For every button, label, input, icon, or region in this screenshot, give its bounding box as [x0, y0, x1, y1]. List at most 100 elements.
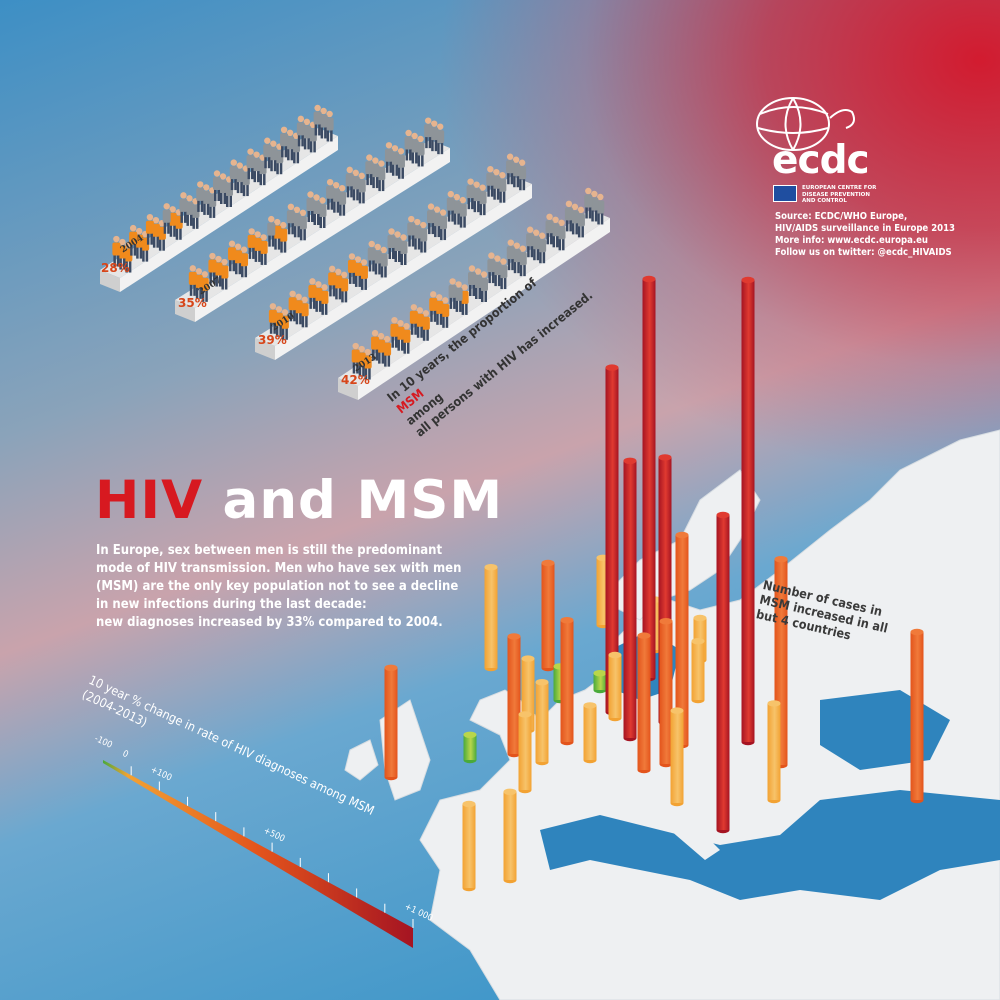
plate-end	[100, 270, 120, 292]
person-msm	[112, 235, 121, 267]
person-other	[506, 239, 515, 271]
person-other	[296, 115, 305, 147]
plate-side	[120, 136, 338, 292]
person-other	[246, 148, 255, 180]
agency-line: AND CONTROL	[802, 198, 847, 204]
plate-side	[195, 148, 450, 322]
person-other	[286, 203, 295, 235]
person-msm	[268, 303, 277, 334]
person-other	[538, 232, 547, 264]
map-bar	[691, 638, 705, 704]
map-bar	[583, 702, 597, 764]
person-other	[196, 181, 205, 212]
person-other	[487, 252, 496, 284]
agency-line: DISEASE PREVENTION	[802, 191, 870, 198]
map-ireland	[344, 739, 379, 781]
person-msm	[145, 213, 154, 245]
person-msm	[135, 227, 144, 259]
person-other	[427, 203, 436, 235]
map-bar	[463, 731, 477, 764]
person-other	[229, 159, 238, 191]
map-bar	[507, 633, 521, 758]
person-other	[458, 196, 467, 228]
person-msm	[188, 265, 197, 296]
person-other	[162, 203, 171, 234]
map-bar	[503, 788, 517, 884]
person-other	[466, 178, 475, 210]
intro-paragraph: In Europe, sex between men is still the …	[96, 542, 476, 632]
map-bar	[535, 679, 549, 766]
person-msm	[351, 342, 360, 374]
person-other	[326, 178, 335, 210]
person-msm	[347, 253, 356, 284]
ecdc-globe-icon	[756, 97, 855, 151]
title-rest: and MSM	[203, 470, 504, 531]
person-msm	[402, 322, 411, 354]
plate-end	[338, 378, 358, 400]
person-other	[506, 153, 515, 185]
person-other	[545, 213, 554, 245]
plate-end	[175, 300, 195, 322]
plate-percent-2007: 35%	[178, 296, 207, 310]
plate-side	[275, 184, 532, 360]
person-other	[424, 117, 433, 149]
person-msm	[220, 258, 229, 290]
person-other	[526, 226, 535, 258]
map-bar	[910, 628, 924, 804]
person-other	[384, 142, 393, 173]
person-other	[345, 166, 354, 198]
plate-percent-2004: 28%	[101, 261, 130, 275]
map-bar	[541, 559, 555, 672]
plate-side	[358, 218, 610, 400]
person-msm	[129, 224, 138, 256]
map-bar	[659, 618, 673, 768]
person-msm	[208, 252, 217, 284]
person-msm	[435, 294, 444, 325]
map-bar	[518, 711, 532, 794]
person-other	[179, 192, 188, 223]
map-bar	[741, 276, 755, 746]
map-bar	[384, 664, 398, 781]
source-block: Source: ECDC/WHO Europe, HIV/AIDS survei…	[775, 211, 955, 259]
map-mediterranean	[540, 790, 1000, 900]
person-other	[387, 228, 396, 259]
page-title: HIV and MSM	[95, 470, 503, 531]
intro-line: In Europe, sex between men is still the …	[96, 543, 443, 558]
person-other	[306, 191, 315, 222]
person-msm	[234, 243, 243, 275]
map-bar	[462, 800, 476, 892]
source-line: Source: ECDC/WHO Europe,	[775, 211, 908, 222]
map-bar	[623, 457, 637, 742]
intro-line: in new infections during the last decade…	[96, 597, 367, 612]
person-msm	[274, 306, 283, 337]
source-line: Follow us on twitter: @ecdc_HIVAIDS	[775, 247, 952, 258]
person-msm	[288, 290, 297, 322]
map-italy	[620, 760, 720, 860]
person-msm	[429, 291, 438, 322]
person-msm	[300, 296, 309, 328]
person-msm	[228, 240, 237, 272]
map-bar	[767, 700, 781, 804]
person-other	[319, 107, 328, 139]
person-other	[452, 193, 461, 225]
intro-line: new diagnoses increased by 33% compared …	[96, 615, 443, 630]
source-line: HIV/AIDS surveillance in Europe 2013	[775, 223, 955, 234]
person-msm	[371, 329, 380, 361]
scale-wedge	[103, 760, 413, 948]
map-bar	[484, 564, 498, 672]
person-msm	[247, 228, 256, 259]
person-other	[564, 200, 573, 232]
person-other	[365, 154, 374, 186]
plate-percent-2010: 39%	[258, 333, 287, 347]
person-other	[448, 278, 457, 309]
person-msm	[328, 265, 337, 297]
agency-line: EUROPEAN CENTRE FOR	[802, 185, 877, 191]
intro-line: (MSM) are the only key population not to…	[96, 579, 459, 594]
map-bar	[560, 617, 574, 746]
person-other	[407, 215, 416, 247]
person-other	[486, 165, 495, 197]
